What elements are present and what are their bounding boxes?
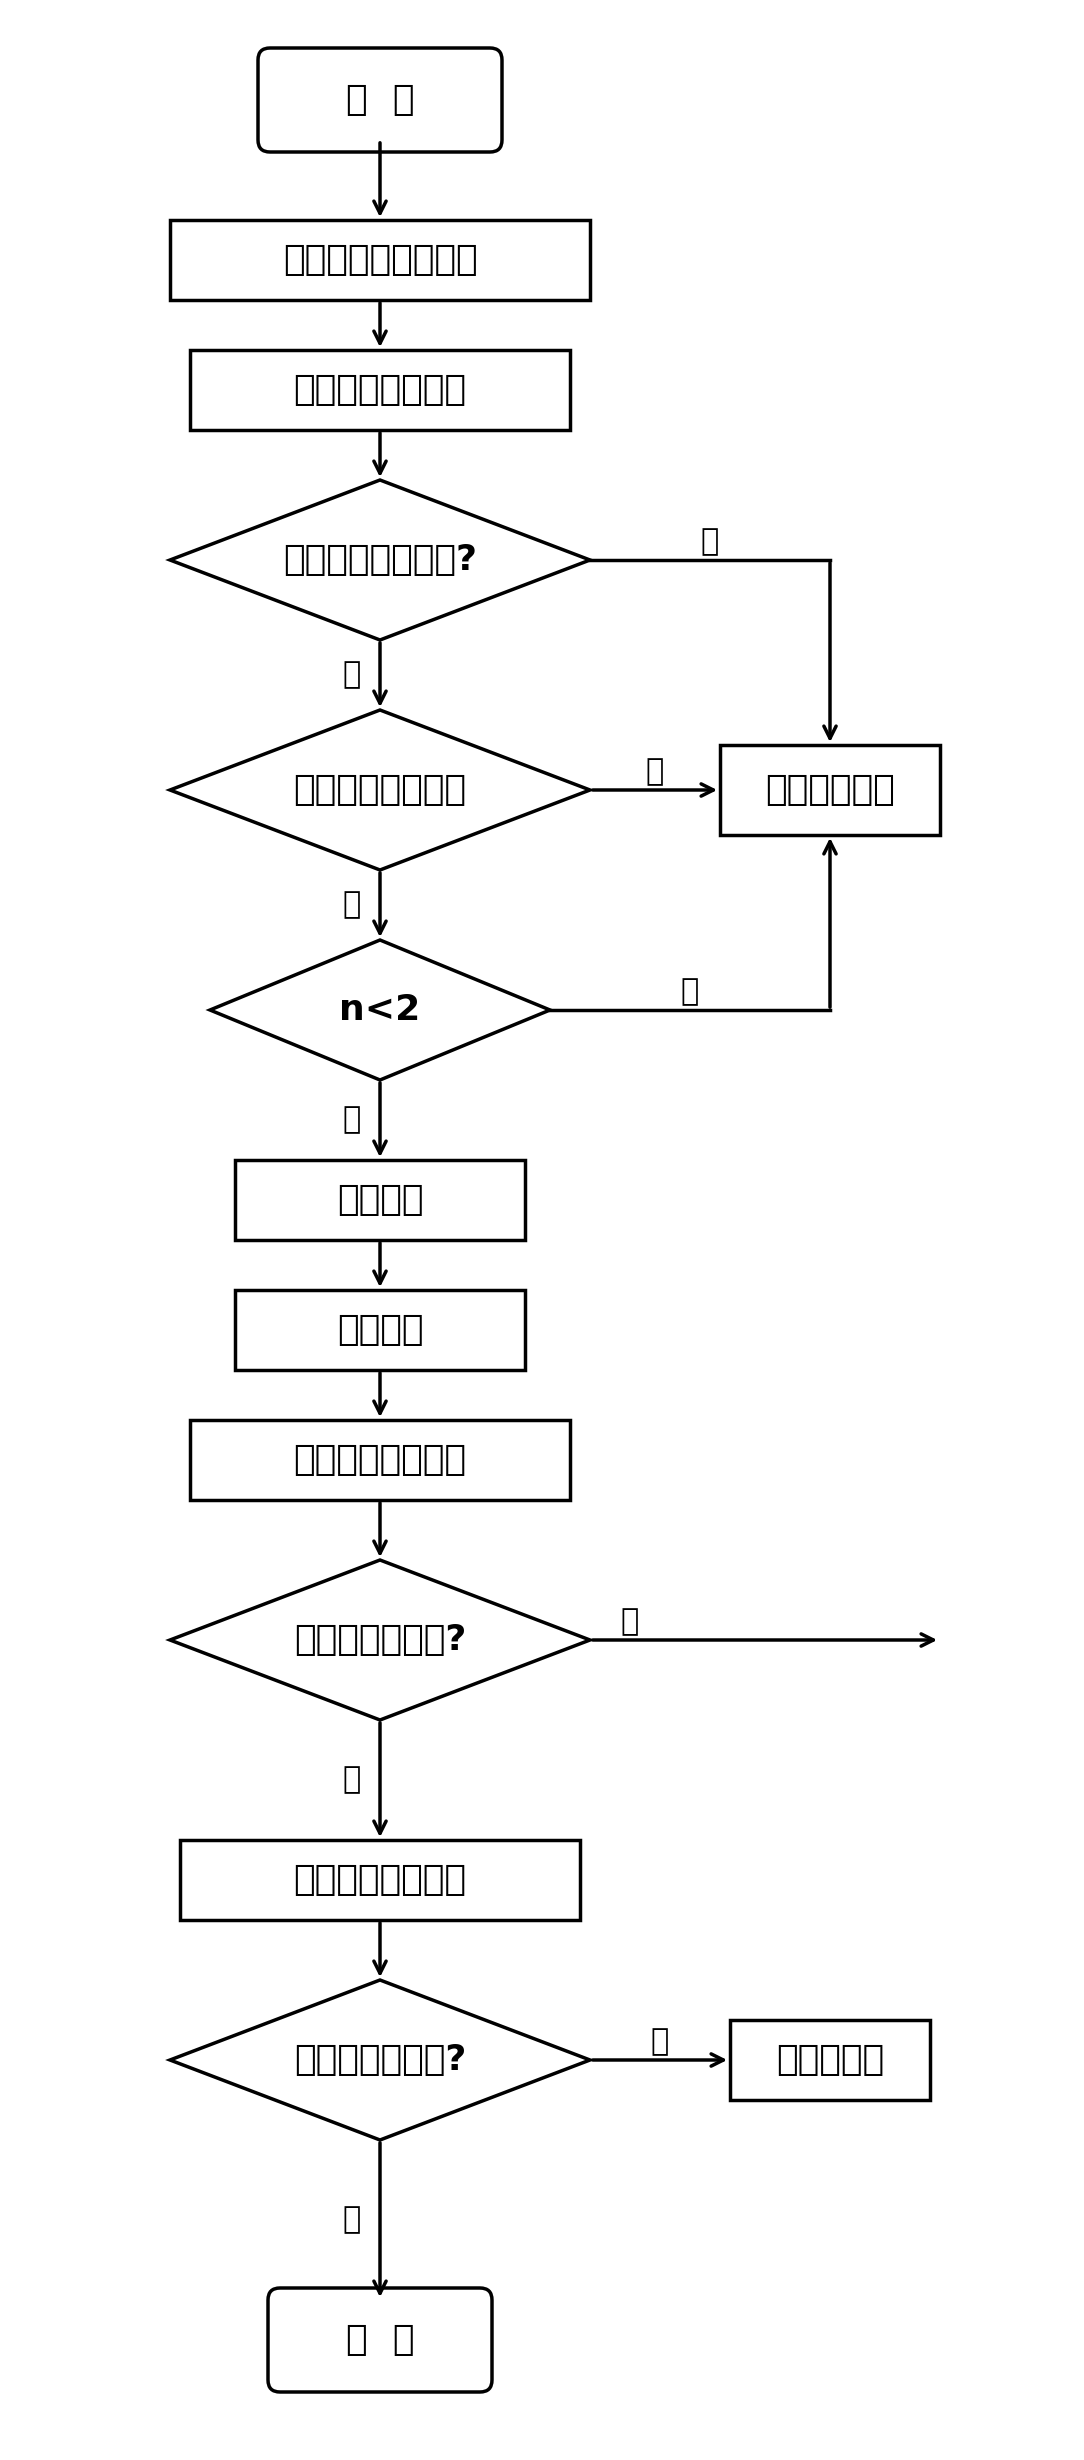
Bar xyxy=(235,1289,525,1370)
Text: 否: 否 xyxy=(343,891,361,920)
Polygon shape xyxy=(170,1560,590,1720)
Text: n<2: n<2 xyxy=(339,994,421,1026)
Text: 混炼工艺重大调整: 混炼工艺重大调整 xyxy=(294,772,466,807)
Bar xyxy=(730,2020,930,2101)
Text: 否: 否 xyxy=(650,2027,669,2057)
Text: 是: 是 xyxy=(681,977,699,1006)
FancyBboxPatch shape xyxy=(258,49,502,153)
Text: 否: 否 xyxy=(343,659,361,689)
Bar xyxy=(180,1840,580,1919)
Polygon shape xyxy=(170,1980,590,2140)
FancyBboxPatch shape xyxy=(268,2288,492,2391)
Text: 胶料物性重大变化?: 胶料物性重大变化? xyxy=(283,544,477,578)
Text: 是: 是 xyxy=(343,1766,361,1793)
Text: 否: 否 xyxy=(343,1105,361,1134)
Bar xyxy=(235,1161,525,1240)
Text: 结  束: 结 束 xyxy=(346,2322,414,2357)
Bar xyxy=(190,349,570,430)
Text: 获取检测参数信息: 获取检测参数信息 xyxy=(294,374,466,406)
Bar xyxy=(170,219,590,300)
Text: 是: 是 xyxy=(701,526,719,556)
Text: 否: 否 xyxy=(621,1606,640,1636)
Bar xyxy=(190,1419,570,1501)
Polygon shape xyxy=(210,940,550,1080)
Text: 模型白适应性修正: 模型白适应性修正 xyxy=(294,1862,466,1897)
Bar xyxy=(720,745,940,834)
Text: 反馈信息至主系统: 反馈信息至主系统 xyxy=(294,1444,466,1476)
Text: 在线预测: 在线预测 xyxy=(337,1314,423,1348)
Text: 检测值是否达标?: 检测值是否达标? xyxy=(294,1624,466,1658)
Text: 开  始: 开 始 xyxy=(346,84,414,118)
Text: 是: 是 xyxy=(646,758,664,787)
Text: 初始化数据库: 初始化数据库 xyxy=(765,772,895,807)
Text: 检测值是否达标?: 检测值是否达标? xyxy=(294,2042,466,2076)
Polygon shape xyxy=(170,480,590,640)
Text: 更新数据库: 更新数据库 xyxy=(776,2042,885,2076)
Text: 建立模型: 建立模型 xyxy=(337,1183,423,1218)
Text: 是: 是 xyxy=(343,2207,361,2234)
Text: 获取配方及生产信息: 获取配方及生产信息 xyxy=(283,244,477,278)
Polygon shape xyxy=(170,711,590,871)
